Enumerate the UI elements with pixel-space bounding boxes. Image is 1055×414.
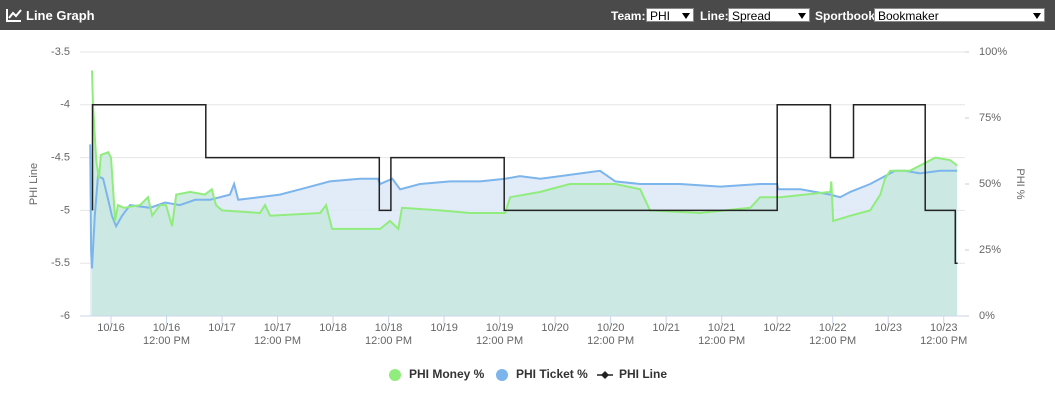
x-tick-label: 10/18 12:00 PM (365, 322, 413, 347)
x-tick-label: 10/16 12:00 PM (142, 322, 191, 347)
x-tick-label: 10/19 (430, 322, 458, 334)
y2-axis-title: PHI % (1014, 168, 1026, 199)
legend-item[interactable]: PHI Money % (389, 367, 485, 381)
y-tick-label: -6 (60, 310, 70, 322)
team-select[interactable]: PHI (646, 8, 694, 23)
legend-item[interactable]: PHI Line (597, 367, 667, 381)
y2-tick-label: 25% (979, 244, 1001, 256)
line-select[interactable]: Spread (728, 8, 810, 23)
y-tick-label: -4 (60, 99, 70, 111)
sportsbook-value: Bookmaker (878, 9, 939, 23)
x-tick-label: 10/18 (319, 322, 347, 334)
y2-tick-label: 75% (979, 112, 1001, 124)
header-bar: Line Graph Team: PHI Line: Spread Sportb… (0, 0, 1055, 30)
y-tick-label: -3.5 (51, 46, 70, 58)
chart-icon (6, 9, 22, 22)
x-tick-label: 10/21 (652, 322, 680, 334)
x-tick-label: 10/23 12:00 PM (920, 322, 968, 347)
legend-label: PHI Line (619, 367, 667, 381)
legend-label: PHI Ticket % (516, 367, 588, 381)
legend-symbol (496, 369, 508, 381)
series-line (91, 104, 958, 264)
x-tick-label: 10/22 12:00 PM (809, 322, 857, 347)
legend-symbol (389, 369, 401, 381)
legend-label: PHI Money % (409, 367, 485, 381)
x-tick-label: 10/17 (208, 322, 236, 334)
team-label: Team: (611, 9, 646, 23)
x-tick-label: 10/20 12:00 PM (587, 322, 635, 347)
sportsbook-label: Sportbook: (815, 9, 879, 23)
x-tick-label: 10/20 (541, 322, 569, 334)
x-tick-label: 10/22 (763, 322, 791, 334)
legend-item[interactable]: PHI Ticket % (496, 367, 588, 381)
area (92, 70, 958, 316)
x-tick-label: 10/17 12:00 PM (253, 322, 302, 347)
y-axis-title: PHI Line (28, 163, 40, 205)
line-label: Line: (700, 9, 729, 23)
y-tick-label: -5 (60, 204, 70, 216)
y2-tick-label: 50% (979, 178, 1001, 190)
line-value: Spread (732, 9, 771, 23)
y2-tick-label: 100% (979, 46, 1007, 58)
sportsbook-select[interactable]: Bookmaker (874, 8, 1045, 23)
series-line (91, 70, 958, 231)
x-tick-label: 10/16 (97, 322, 125, 334)
x-tick-label: 10/21 12:00 PM (698, 322, 746, 347)
team-value: PHI (650, 9, 671, 23)
y-tick-label: -4.5 (51, 152, 70, 164)
legend-marker (601, 371, 609, 379)
x-tick-label: 10/23 (874, 322, 902, 334)
header-title: Line Graph (26, 8, 95, 23)
x-tick-label: 10/19 12:00 PM (476, 322, 524, 347)
y2-tick-label: 0% (979, 310, 995, 322)
y-tick-label: -5.5 (51, 257, 70, 269)
